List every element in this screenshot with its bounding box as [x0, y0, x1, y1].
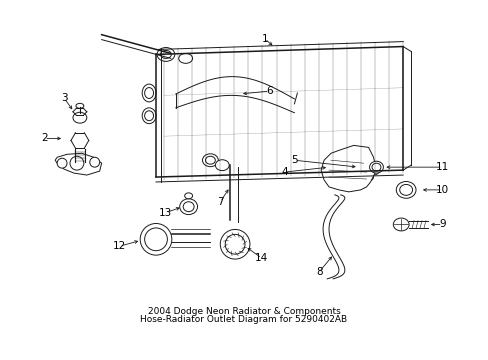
- Text: Hose-Radiator Outlet Diagram for 5290402AB: Hose-Radiator Outlet Diagram for 5290402…: [140, 315, 347, 324]
- Ellipse shape: [225, 234, 244, 254]
- Ellipse shape: [179, 53, 192, 63]
- Ellipse shape: [205, 156, 215, 164]
- Text: 10: 10: [435, 185, 448, 195]
- Text: 12: 12: [113, 241, 126, 251]
- Ellipse shape: [140, 224, 171, 255]
- Text: 9: 9: [439, 220, 445, 229]
- Ellipse shape: [144, 111, 153, 121]
- Text: 5: 5: [290, 155, 297, 165]
- Ellipse shape: [395, 181, 415, 198]
- Ellipse shape: [144, 87, 153, 98]
- Ellipse shape: [184, 193, 192, 199]
- Polygon shape: [55, 153, 102, 175]
- Text: 7: 7: [217, 197, 223, 207]
- Ellipse shape: [371, 163, 380, 171]
- Ellipse shape: [73, 112, 87, 123]
- Ellipse shape: [180, 199, 197, 215]
- Ellipse shape: [363, 173, 373, 181]
- Ellipse shape: [202, 154, 218, 167]
- Text: 4: 4: [281, 167, 287, 177]
- Ellipse shape: [142, 84, 156, 102]
- Ellipse shape: [183, 202, 194, 212]
- Ellipse shape: [76, 103, 83, 108]
- Text: 1: 1: [261, 33, 267, 44]
- Text: 11: 11: [435, 162, 448, 172]
- Text: 2004 Dodge Neon Radiator & Components: 2004 Dodge Neon Radiator & Components: [147, 307, 340, 316]
- Ellipse shape: [367, 165, 379, 175]
- Text: 2: 2: [41, 134, 47, 144]
- Ellipse shape: [75, 159, 84, 165]
- Ellipse shape: [369, 161, 383, 173]
- Ellipse shape: [157, 48, 174, 61]
- Text: 3: 3: [61, 93, 67, 103]
- Polygon shape: [321, 145, 376, 192]
- Ellipse shape: [215, 160, 229, 171]
- Circle shape: [57, 158, 67, 168]
- Ellipse shape: [392, 218, 408, 231]
- Ellipse shape: [142, 108, 156, 123]
- Ellipse shape: [144, 228, 167, 251]
- Circle shape: [70, 156, 83, 170]
- Text: 8: 8: [315, 267, 322, 277]
- Text: 14: 14: [255, 253, 268, 263]
- Ellipse shape: [160, 50, 171, 58]
- Ellipse shape: [399, 184, 412, 195]
- Text: 13: 13: [159, 208, 172, 218]
- Text: 6: 6: [266, 86, 272, 96]
- Circle shape: [90, 157, 100, 167]
- Ellipse shape: [220, 229, 249, 259]
